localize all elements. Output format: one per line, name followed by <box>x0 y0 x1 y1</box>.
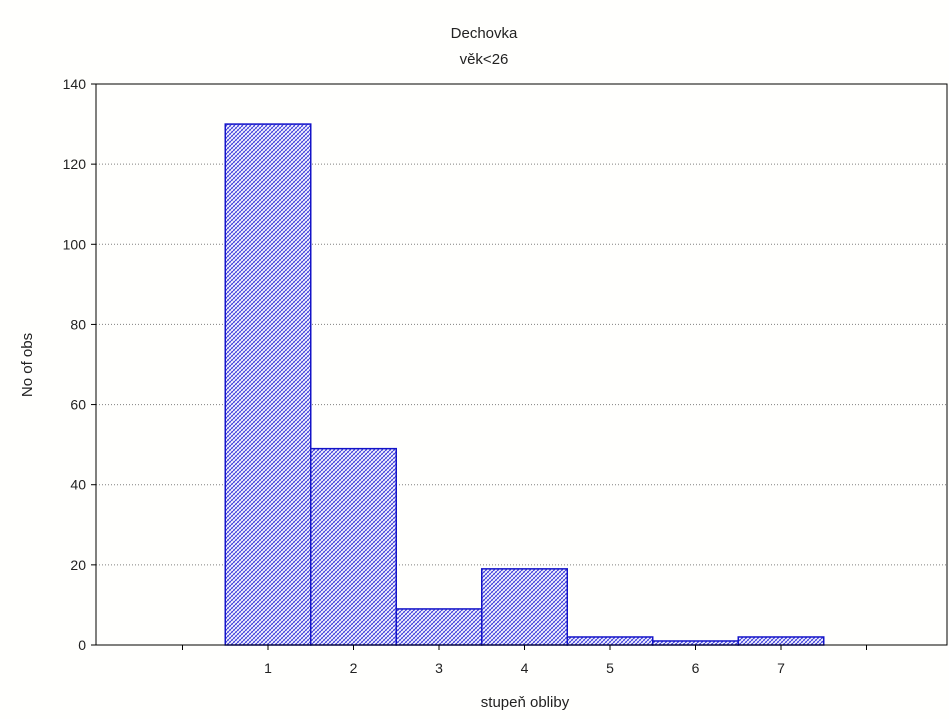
y-tick-label: 100 <box>63 236 87 252</box>
x-tick-label: 5 <box>606 660 614 676</box>
bars <box>224 123 825 646</box>
x-axis-label: stupeň obliby <box>481 694 570 711</box>
bar-7 <box>737 636 825 646</box>
bar-4 <box>481 568 568 646</box>
bar-3 <box>395 608 483 646</box>
y-tick-label: 0 <box>78 637 86 653</box>
y-tick-label: 20 <box>70 557 86 573</box>
y-tick-label: 60 <box>70 397 86 413</box>
plot-frame <box>95 83 948 646</box>
y-tick-label: 80 <box>70 316 86 332</box>
x-tick-label: 2 <box>350 660 358 676</box>
bar-2 <box>310 447 397 646</box>
y-tick-label: 120 <box>63 156 87 172</box>
y-tick-label: 40 <box>70 477 86 493</box>
bar-1 <box>224 123 312 646</box>
bar-6 <box>652 640 739 646</box>
bar-5 <box>566 636 654 646</box>
x-tick-label: 7 <box>777 660 785 676</box>
x-axis: 1 2 3 4 5 6 7 <box>182 645 867 676</box>
chart-title: Dechovka <box>451 25 518 42</box>
grid <box>96 163 947 566</box>
chart-subtitle: věk<26 <box>460 51 509 68</box>
x-tick-label: 3 <box>435 660 443 676</box>
y-axis-label: No of obs <box>19 333 36 397</box>
y-tick-label: 140 <box>63 76 87 92</box>
y-axis: 0 20 40 60 80 100 120 140 <box>63 76 96 653</box>
x-tick-label: 4 <box>521 660 529 676</box>
x-tick-label: 6 <box>692 660 700 676</box>
x-tick-label: 1 <box>264 660 272 676</box>
